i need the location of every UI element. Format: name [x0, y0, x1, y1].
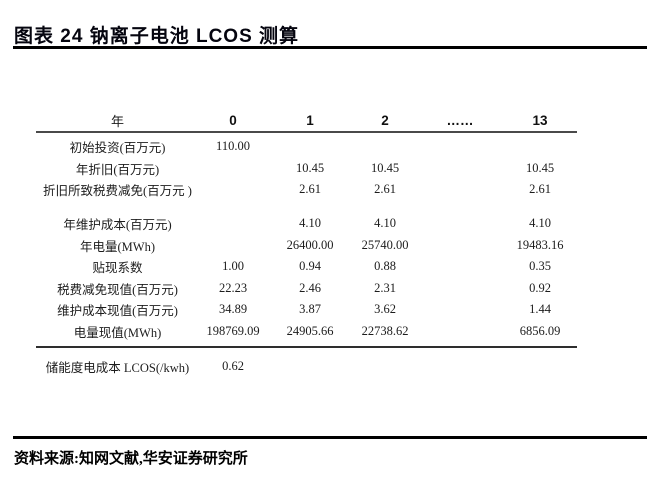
- row-label: 储能度电成本 LCOS(/kwh): [45, 360, 190, 375]
- value-cell: 4.10: [299, 216, 321, 231]
- value-cell: 0.35: [529, 259, 551, 274]
- value-cell: 0.94: [299, 259, 321, 274]
- row-label: 折旧所致税费减免(百万元 ): [43, 184, 192, 199]
- table-row: 贴现系数 1.00 0.94 0.88 0.35: [36, 256, 577, 278]
- value-cell: 34.89: [218, 302, 248, 317]
- value-cell: 2.61: [299, 182, 321, 197]
- row-spacer: [36, 201, 577, 213]
- source-note: 资料来源:知网文献,华安证券研究所: [14, 451, 248, 467]
- table-row: 维护成本现值(百万元) 34.89 3.87 3.62 1.44: [36, 299, 577, 321]
- title-rule: [13, 46, 647, 49]
- row-label: 初始投资(百万元): [69, 141, 166, 156]
- table-header-row: 年 0 1 2 …… 13: [36, 110, 577, 130]
- header-col-2: 2: [381, 112, 389, 128]
- row-label: 年折旧(百万元): [75, 162, 160, 177]
- row-label: 税费减免现值(百万元): [57, 282, 178, 297]
- header-col-1: 1: [306, 112, 314, 128]
- header-year: 年: [110, 113, 124, 129]
- value-cell: 22738.62: [361, 324, 409, 339]
- value-cell: 198769.09: [206, 324, 260, 339]
- value-cell: 22.23: [218, 280, 248, 295]
- value-cell: 6856.09: [519, 324, 561, 339]
- value-cell: 26400.00: [286, 237, 334, 252]
- summary-divider-rule: [36, 346, 577, 349]
- header-col-0: 0: [229, 112, 237, 128]
- summary-row: 储能度电成本 LCOS(/kwh) 0.62: [36, 355, 577, 377]
- row-label: 年维护成本(百万元): [63, 218, 172, 233]
- table-row: 年维护成本(百万元) 4.10 4.10 4.10: [36, 213, 577, 235]
- value-cell: 2.61: [374, 182, 396, 197]
- lcos-table: 年 0 1 2 …… 13 初始投资(百万元) 110.00 年折旧(百万元) 10.…: [36, 110, 577, 377]
- row-label: 贴现系数: [92, 261, 143, 276]
- value-cell: 4.10: [374, 216, 396, 231]
- value-cell: 2.46: [299, 280, 321, 295]
- footer-rule: [13, 436, 647, 439]
- value-cell: 4.10: [529, 216, 551, 231]
- table-row: 电量现值(MWh) 198769.09 24905.66 22738.62 6856.0…: [36, 321, 577, 343]
- value-cell: 1.44: [529, 302, 551, 317]
- table-body: 初始投资(百万元) 110.00 年折旧(百万元) 10.45 10.45 10.45 折旧…: [36, 133, 577, 342]
- value-cell: 3.62: [374, 302, 396, 317]
- value-cell: 1.00: [222, 259, 244, 274]
- value-cell: 24905.66: [286, 324, 334, 339]
- header-col-dots: ……: [446, 112, 474, 128]
- value-cell: 110.00: [216, 139, 250, 154]
- table-row: 年折旧(百万元) 10.45 10.45 10.45: [36, 158, 577, 180]
- table-row: 税费减免现值(百万元) 22.23 2.46 2.31 0.92: [36, 278, 577, 300]
- row-label: 电量现值(MWh): [73, 326, 162, 341]
- value-cell: 2.31: [374, 280, 396, 295]
- value-cell: 0.88: [374, 259, 396, 274]
- value-cell: 19483.16: [516, 237, 564, 252]
- value-cell: 0.62: [222, 358, 244, 373]
- value-cell: 0.92: [529, 280, 551, 295]
- table-row: 年电量(MWh) 26400.00 25740.00 19483.16: [36, 234, 577, 256]
- header-col-13: 13: [532, 112, 548, 128]
- value-cell: 3.87: [299, 302, 321, 317]
- row-label: 年电量(MWh): [80, 239, 155, 254]
- value-cell: 10.45: [295, 160, 325, 175]
- value-cell: 25740.00: [361, 237, 409, 252]
- row-label: 维护成本现值(百万元): [57, 304, 178, 319]
- table-row: 初始投资(百万元) 110.00: [36, 136, 577, 158]
- value-cell: 10.45: [370, 160, 400, 175]
- value-cell: 2.61: [529, 182, 551, 197]
- table-row: 折旧所致税费减免(百万元 ) 2.61 2.61 2.61: [36, 179, 577, 201]
- value-cell: 10.45: [525, 160, 555, 175]
- header-rule: [36, 131, 577, 133]
- figure-title: 图表 24 钠离子电池 LCOS 测算: [14, 26, 300, 47]
